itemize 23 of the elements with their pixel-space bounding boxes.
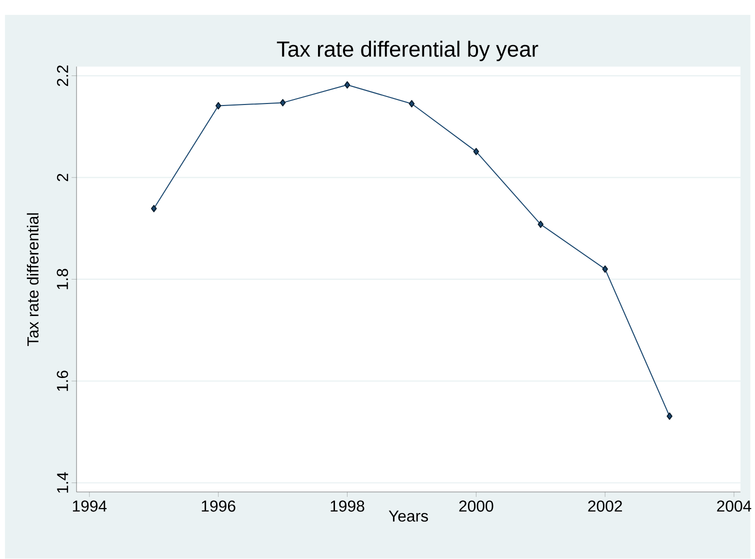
point xyxy=(666,412,672,420)
x-tick-label: 2004 xyxy=(717,500,752,512)
x-axis-title: Years xyxy=(388,510,428,522)
point xyxy=(215,102,222,110)
x-tick-label: 1998 xyxy=(330,500,364,512)
x-tick-label: 1994 xyxy=(72,500,107,512)
y-tick-label: 2 xyxy=(56,174,68,182)
y-tick-label: 1.6 xyxy=(56,370,68,392)
point xyxy=(344,81,350,89)
y-tick-label: 2.2 xyxy=(56,66,68,86)
point xyxy=(602,266,608,273)
y-tick-label: 1.8 xyxy=(56,269,68,290)
x-tick-label: 1996 xyxy=(202,500,236,512)
point xyxy=(280,99,286,107)
point xyxy=(538,220,544,228)
x-tick-label: 2002 xyxy=(588,500,622,512)
chart-title: Tax rate differential by year xyxy=(276,41,538,62)
y-tick-label: 1.4 xyxy=(57,472,68,493)
x-tick-label: 2000 xyxy=(459,500,494,512)
point xyxy=(151,205,157,212)
point xyxy=(473,148,480,156)
point xyxy=(408,100,415,108)
y-axis-title: Tax rate differential xyxy=(26,214,39,346)
